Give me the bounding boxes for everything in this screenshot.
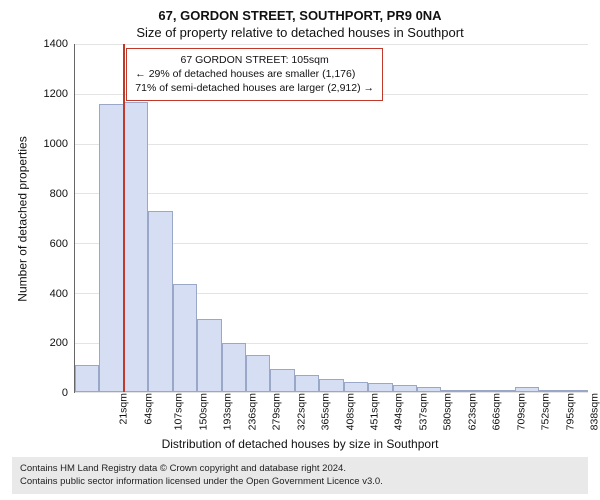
histogram-bar (295, 375, 319, 392)
x-tick-label: 408sqm (344, 393, 356, 430)
y-tick-label: 0 (62, 387, 68, 399)
x-tick-label: 580sqm (442, 393, 454, 430)
histogram-bar (490, 390, 514, 392)
histogram-bar (222, 343, 246, 393)
footer-attribution: Contains HM Land Registry data © Crown c… (12, 457, 588, 494)
histogram-bar (124, 102, 148, 392)
y-tick-label: 800 (50, 188, 68, 200)
x-tick-area: 21sqm 64sqm 107sqm 150sqm 193sqm 236sqm 279sqm… (74, 393, 588, 439)
info-box-line: 71% of semi-detached houses are larger (… (135, 81, 374, 95)
property-marker-line (123, 44, 125, 392)
plot-row: Number of detached properties 0200400600… (12, 44, 588, 393)
histogram-bar (515, 387, 539, 392)
y-tick-label: 1000 (44, 138, 68, 150)
histogram-bar (197, 319, 221, 392)
y-tick-label: 200 (50, 337, 68, 349)
x-tick-label: 365sqm (319, 393, 331, 430)
histogram-bar (246, 355, 270, 392)
info-box-line: 67 GORDON STREET: 105sqm (135, 53, 374, 67)
y-axis-label: Number of detached properties (16, 136, 30, 301)
y-tick-label: 400 (50, 288, 68, 300)
histogram-bar (319, 379, 343, 392)
y-tick-column: 0200400600800100012001400 (34, 44, 74, 393)
x-tick-label: 494sqm (393, 393, 405, 430)
y-tick-label: 1400 (44, 38, 68, 50)
histogram-bar (99, 104, 123, 393)
x-tick-label: 451sqm (368, 393, 380, 430)
x-tick-label: 752sqm (540, 393, 552, 430)
info-box-line: ← 29% of detached houses are smaller (1,… (135, 67, 374, 81)
histogram-bar (539, 390, 563, 392)
x-tick-label: 623sqm (466, 393, 478, 430)
x-tick-label: 193sqm (222, 393, 234, 430)
x-tick-label: 21sqm (118, 393, 130, 425)
chart-title: 67, GORDON STREET, SOUTHPORT, PR9 0NA (12, 8, 588, 23)
histogram-bar (368, 383, 392, 392)
histogram-bar (417, 387, 441, 392)
x-tick-label: 150sqm (197, 393, 209, 430)
chart-subtitle: Size of property relative to detached ho… (12, 25, 588, 40)
footer-line-1: Contains HM Land Registry data © Crown c… (20, 463, 580, 475)
histogram-bar (75, 365, 99, 392)
chart-container: 67, GORDON STREET, SOUTHPORT, PR9 0NA Si… (0, 0, 600, 500)
gridline (75, 193, 588, 194)
x-tick-label: 236sqm (246, 393, 258, 430)
x-tick-label: 795sqm (564, 393, 576, 430)
gridline (75, 44, 588, 45)
x-axis-label: Distribution of detached houses by size … (12, 437, 588, 451)
ylabel-column: Number of detached properties (12, 44, 34, 393)
histogram-bar (344, 382, 368, 392)
histogram-bar (173, 284, 197, 392)
histogram-bar (441, 390, 465, 392)
x-tick-row: 21sqm 64sqm 107sqm 150sqm 193sqm 236sqm 279sqm… (12, 393, 588, 439)
histogram-bar (564, 390, 588, 392)
histogram-bar (270, 369, 294, 393)
x-tick-label: 107sqm (173, 393, 185, 430)
x-tick-label: 666sqm (491, 393, 503, 430)
y-tick-label: 600 (50, 238, 68, 250)
y-tick-label: 1200 (44, 88, 68, 100)
x-tick-label: 537sqm (417, 393, 429, 430)
histogram-bar (148, 211, 172, 393)
x-tick-label: 322sqm (295, 393, 307, 430)
histogram-bar (393, 385, 417, 392)
plot-area: 67 GORDON STREET: 105sqm← 29% of detache… (74, 44, 588, 393)
x-tick-label: 64sqm (142, 393, 154, 425)
gridline (75, 144, 588, 145)
x-tick-label: 838sqm (589, 393, 600, 430)
info-box: 67 GORDON STREET: 105sqm← 29% of detache… (126, 48, 383, 101)
footer-line-2: Contains public sector information licen… (20, 476, 580, 488)
x-tick-label: 709sqm (515, 393, 527, 430)
histogram-bar (466, 390, 490, 392)
x-tick-label: 279sqm (270, 393, 282, 430)
